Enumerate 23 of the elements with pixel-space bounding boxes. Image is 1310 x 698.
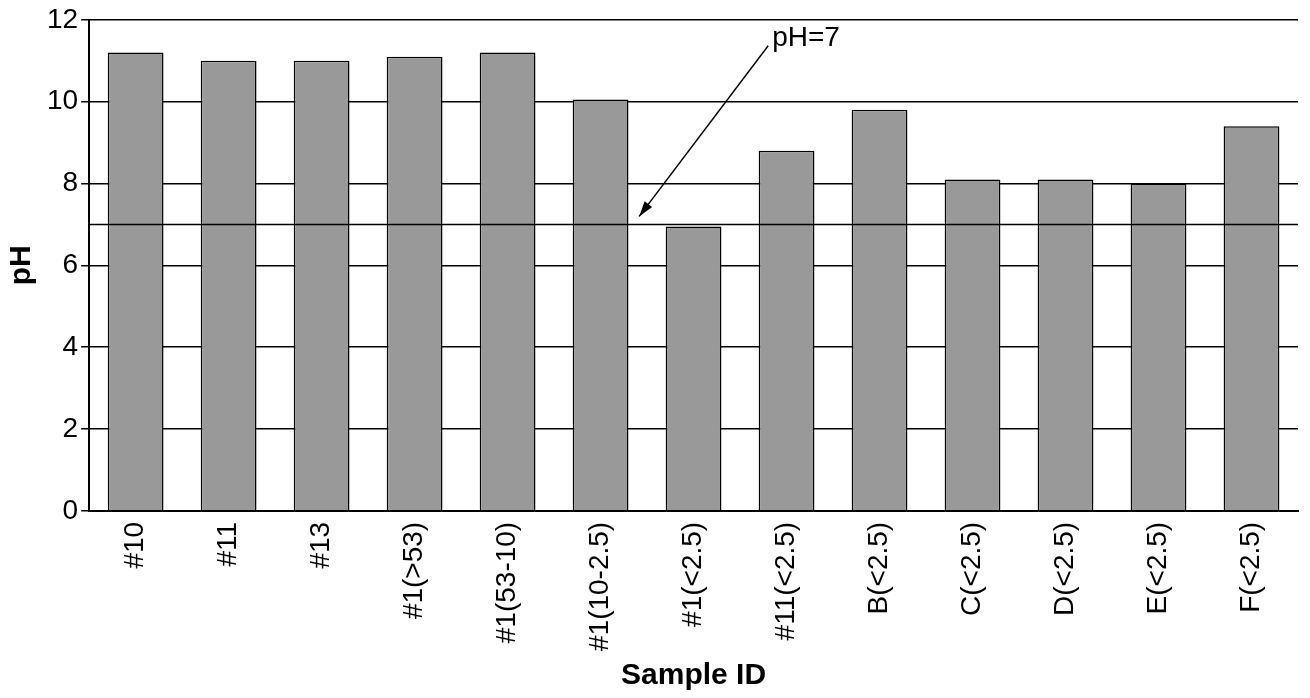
x-tick-label: #11(<2.5): [769, 521, 801, 641]
y-tick-label: 12: [46, 2, 79, 34]
x-tick-label: #1(53-10): [490, 521, 522, 644]
y-tick-label: 10: [46, 84, 79, 116]
x-tick-label: C(<2.5): [955, 521, 987, 616]
x-tick-label: #1(<2.5): [676, 521, 708, 627]
ref-line-label: pH=7: [772, 20, 840, 52]
x-tick-label: #13: [304, 521, 336, 569]
x-tick-label: D(<2.5): [1048, 521, 1080, 616]
x-tick-label: F(<2.5): [1234, 521, 1266, 613]
y-tick-label: 2: [62, 411, 79, 443]
x-tick-label: B(<2.5): [862, 521, 894, 615]
y-tick-label: 0: [62, 493, 79, 525]
x-tick-label: #11: [211, 521, 243, 567]
x-tick-label: #1(>53): [397, 521, 429, 620]
y-tick-label: 8: [62, 166, 79, 198]
x-tick-label: E(<2.5): [1141, 521, 1173, 615]
y-tick-label: 6: [62, 248, 79, 280]
y-tick-label: 4: [62, 329, 79, 361]
x-tick-label: #10: [118, 521, 150, 569]
x-axis-title: Sample ID: [621, 657, 767, 691]
x-tick-label: #1(10-2.5): [583, 521, 615, 651]
y-axis-title: pH: [3, 245, 37, 286]
